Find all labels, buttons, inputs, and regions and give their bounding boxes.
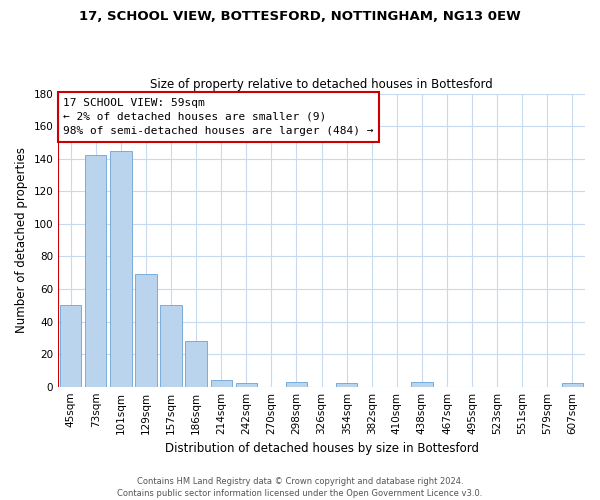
Bar — [85, 156, 106, 386]
Text: 17 SCHOOL VIEW: 59sqm
← 2% of detached houses are smaller (9)
98% of semi-detach: 17 SCHOOL VIEW: 59sqm ← 2% of detached h… — [64, 98, 374, 136]
X-axis label: Distribution of detached houses by size in Bottesford: Distribution of detached houses by size … — [164, 442, 479, 455]
Bar — [286, 382, 307, 386]
Text: Contains HM Land Registry data © Crown copyright and database right 2024.
Contai: Contains HM Land Registry data © Crown c… — [118, 476, 482, 498]
Bar — [60, 306, 82, 386]
Text: 17, SCHOOL VIEW, BOTTESFORD, NOTTINGHAM, NG13 0EW: 17, SCHOOL VIEW, BOTTESFORD, NOTTINGHAM,… — [79, 10, 521, 23]
Bar — [236, 384, 257, 386]
Bar — [562, 384, 583, 386]
Bar — [211, 380, 232, 386]
Bar — [411, 382, 433, 386]
Bar — [185, 341, 207, 386]
Bar — [160, 306, 182, 386]
Bar — [136, 274, 157, 386]
Y-axis label: Number of detached properties: Number of detached properties — [15, 147, 28, 333]
Title: Size of property relative to detached houses in Bottesford: Size of property relative to detached ho… — [150, 78, 493, 91]
Bar — [110, 150, 131, 386]
Bar — [336, 384, 358, 386]
